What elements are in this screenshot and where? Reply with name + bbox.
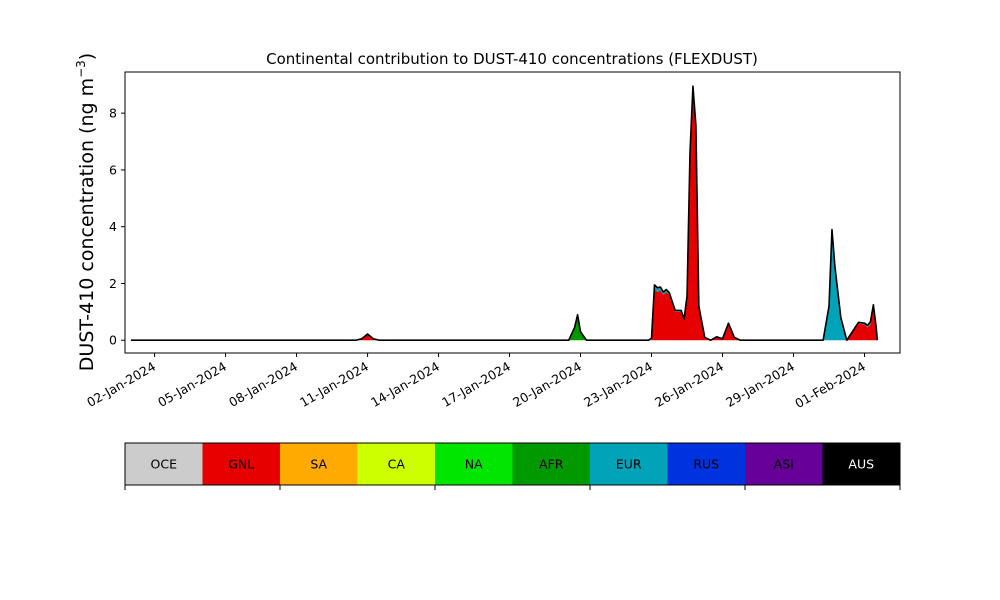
legend-label-aus: AUS — [848, 457, 874, 472]
area-afr — [130, 90, 878, 341]
chart-title: Continental contribution to DUST-410 con… — [266, 50, 758, 68]
x-tick-label: 26-Jan-2024 — [652, 359, 726, 410]
legend-label-oce: OCE — [151, 457, 178, 472]
legend-swatch-rus — [667, 443, 746, 485]
y-axis: 0 2 4 6 8 — [109, 106, 125, 348]
legend-swatch-gnl — [202, 443, 281, 485]
y-tick-label: 0 — [109, 333, 117, 348]
y-axis-label-close: ) — [76, 53, 98, 60]
y-axis-label: DUST-410 concentration (ng m−3) — [74, 53, 98, 371]
legend: OCE GNL SA CA NA AFR EUR RUS ASI AUS — [124, 442, 901, 490]
legend-label-ca: CA — [388, 457, 406, 472]
legend-swatch-asi — [745, 443, 823, 485]
x-tick-label: 01-Feb-2024 — [792, 359, 868, 411]
legend-swatch-aus — [822, 443, 901, 485]
area-eur — [130, 86, 878, 341]
legend-label-asi: ASI — [774, 457, 794, 472]
legend-frame — [124, 442, 901, 486]
legend-swatch-sa — [280, 443, 358, 485]
legend-label-na: NA — [465, 457, 483, 472]
y-tick-label: 6 — [109, 162, 117, 177]
y-axis-label-exponent: −3 — [74, 60, 88, 78]
legend-label-gnl: GNL — [228, 457, 254, 472]
y-tick-label: 4 — [109, 219, 117, 234]
legend-label-rus: RUS — [693, 457, 719, 472]
y-tick-label: 8 — [109, 106, 117, 121]
legend-swatch-na — [435, 443, 513, 485]
legend-swatch-oce — [125, 443, 203, 485]
x-axis: 02-Jan-202405-Jan-202408-Jan-202411-Jan-… — [84, 353, 868, 411]
legend-swatch-eur — [590, 443, 668, 485]
legend-label-afr: AFR — [539, 457, 564, 472]
plot-frame — [124, 71, 901, 354]
x-tick-label: 08-Jan-2024 — [226, 359, 300, 410]
area-gnl — [130, 90, 878, 341]
legend-swatch-ca — [357, 443, 436, 485]
plot-area — [124, 71, 901, 354]
legend-label-sa: SA — [310, 457, 327, 472]
x-tick-label: 14-Jan-2024 — [368, 359, 442, 410]
x-tick-label: 20-Jan-2024 — [510, 359, 584, 410]
legend-swatch-afr — [512, 443, 591, 485]
x-tick-label: 23-Jan-2024 — [581, 359, 655, 410]
x-tick-label: 05-Jan-2024 — [155, 359, 229, 410]
x-tick-label: 17-Jan-2024 — [439, 359, 513, 410]
y-axis-label-main: DUST-410 concentration (ng m — [76, 78, 98, 371]
x-tick-label: 29-Jan-2024 — [723, 359, 797, 410]
x-tick-label: 11-Jan-2024 — [297, 359, 371, 410]
y-tick-label: 2 — [109, 276, 117, 291]
legend-label-eur: EUR — [616, 457, 642, 472]
total-line — [130, 85, 879, 342]
